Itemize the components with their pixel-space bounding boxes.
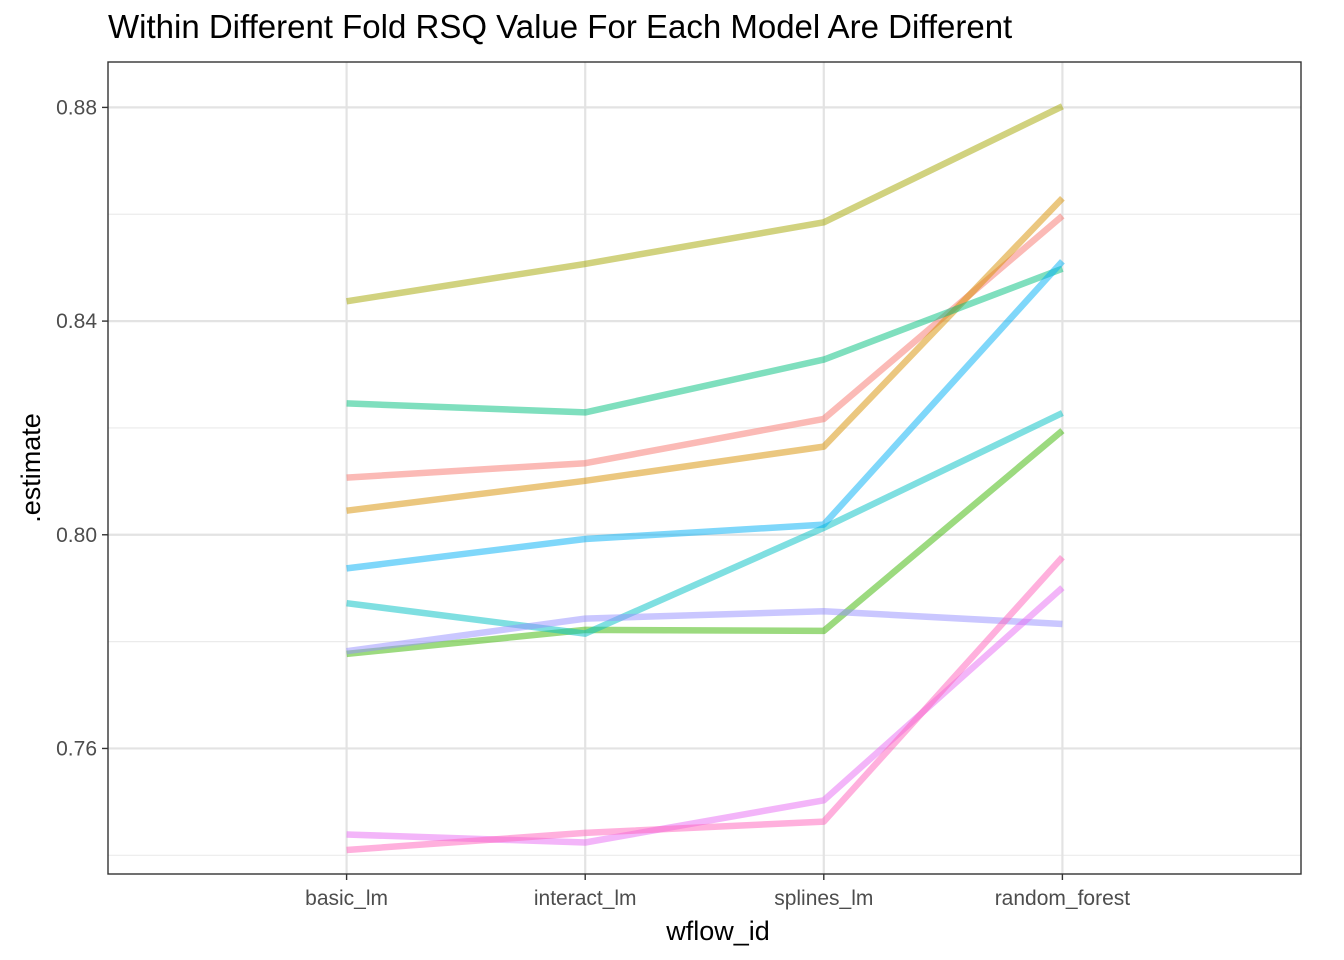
series-line-3: [346, 103, 1064, 305]
y-axis-title: .estimate: [16, 413, 46, 523]
series-line-7: [346, 259, 1065, 572]
x-tick-label: interact_lm: [534, 887, 637, 910]
series-line-5: [346, 265, 1064, 416]
panel-border: [107, 61, 1302, 875]
series-lines: [346, 103, 1065, 854]
series-line-6: [346, 410, 1064, 637]
panel-background: [108, 62, 1301, 874]
y-tick-label: 0.80: [56, 524, 97, 547]
x-tick-label: basic_lm: [305, 887, 388, 910]
series-line-10: [346, 555, 1065, 854]
series-line-2: [346, 195, 1065, 514]
x-tick-label: random_forest: [995, 887, 1131, 910]
y-axis: 0.76 0.80 0.84 0.88: [56, 96, 108, 760]
y-tick-label: 0.88: [56, 96, 97, 119]
chart-title: Within Different Fold RSQ Value For Each…: [108, 8, 1012, 45]
series-line-4: [346, 428, 1065, 658]
y-tick-label: 0.76: [56, 737, 97, 760]
series-line-8: [346, 607, 1063, 655]
x-tick-label: splines_lm: [774, 887, 873, 910]
plot-panel: [107, 61, 1302, 875]
minor-gridlines: [108, 213, 1301, 856]
y-tick-label: 0.84: [56, 310, 97, 333]
x-axis-title: wflow_id: [665, 916, 770, 946]
x-axis: basic_lm interact_lm splines_lm random_fore…: [305, 874, 1130, 910]
